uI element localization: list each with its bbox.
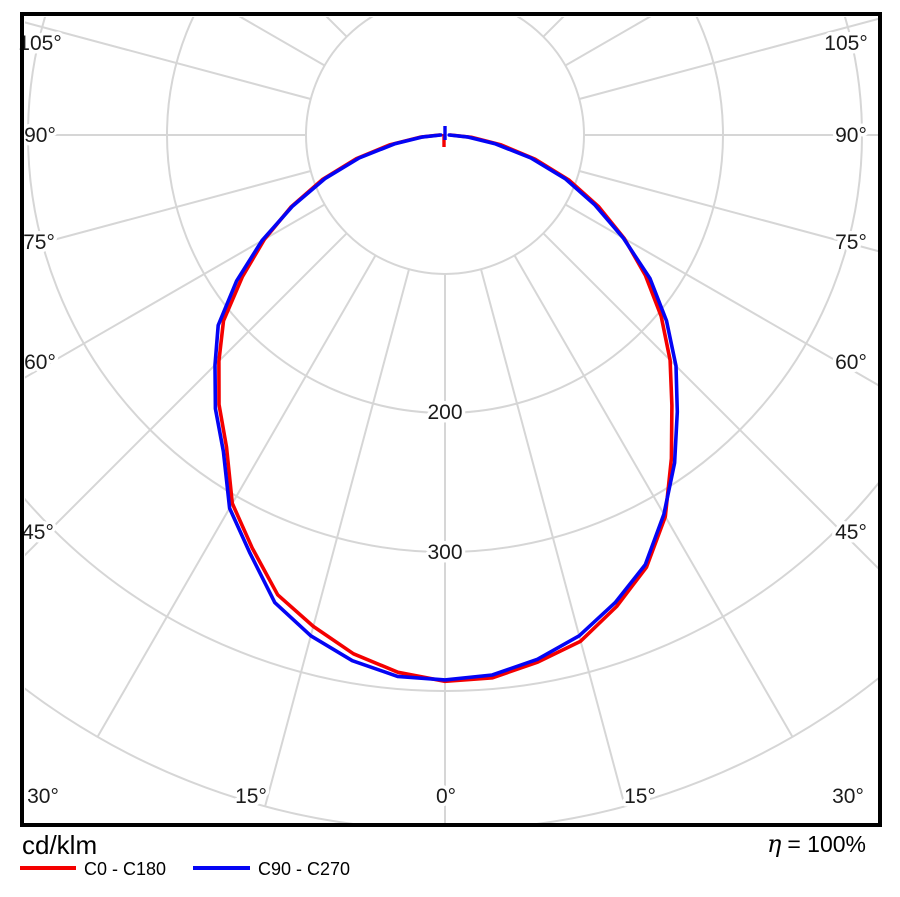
plot-border: [20, 12, 882, 827]
units-label: cd/klm: [22, 830, 97, 860]
grid-spoke-240: [238, 17, 326, 67]
angle-label-12: 75°: [835, 231, 867, 254]
grid-spoke-345: [264, 269, 410, 807]
angle-label-5: 30°: [27, 785, 59, 808]
eta-value: = 100%: [787, 831, 866, 857]
grid-spoke-105: [579, 17, 879, 100]
angle-label-14: 105°: [824, 32, 867, 55]
grid-spoke-165: [481, 0, 625, 1]
grid-spoke-315: [25, 232, 348, 557]
ring-label-300: 300: [427, 541, 462, 564]
legend-label-c90-c270: C90 - C270: [258, 859, 350, 879]
angle-label-6: 15°: [235, 785, 267, 808]
grid-spoke-45: [542, 232, 879, 571]
polar-grid: [25, 0, 879, 823]
footer: cd/klm C0 - C180 C90 - C270 η = 100%: [20, 830, 866, 879]
intensity-curves: [213, 126, 680, 684]
grid-spoke-330: [96, 254, 377, 738]
angle-label-8: 15°: [624, 785, 656, 808]
grid-spoke-15: [480, 269, 626, 807]
angle-label-10: 45°: [835, 521, 867, 544]
grid-ring-400: [25, 480, 879, 692]
angle-label-11: 60°: [835, 351, 867, 374]
grid-spoke-75: [579, 170, 879, 253]
ring-label-200: 200: [427, 401, 462, 424]
curve-c90-c270: [213, 133, 680, 682]
angle-label-13: 90°: [835, 124, 867, 147]
efficiency-label: η = 100%: [767, 830, 866, 858]
angle-label-2: 75°: [23, 231, 55, 254]
grid-spoke-120: [564, 17, 652, 67]
axis-labels: 105° 90° 75° 60° 45° 30° 15° 0° 15° 30° 45° 60° 75° 9…: [15, 29, 871, 812]
eta-symbol: η: [767, 830, 782, 858]
angle-label-0: 105°: [18, 32, 61, 55]
grid-spoke-30: [513, 254, 794, 738]
angle-label-7: 0°: [436, 785, 456, 808]
grid-spoke-285: [25, 170, 311, 249]
angle-label-3: 60°: [24, 351, 56, 374]
angle-label-1: 90°: [24, 124, 56, 147]
legend-label-c0-c180: C0 - C180: [84, 859, 166, 879]
grid-spoke-255: [25, 21, 311, 100]
angle-label-4: 45°: [22, 521, 54, 544]
grid-spoke-195: [265, 0, 409, 1]
angle-label-9: 30°: [832, 785, 864, 808]
grid-spoke-60: [564, 203, 879, 387]
grid-spoke-300: [25, 203, 326, 379]
